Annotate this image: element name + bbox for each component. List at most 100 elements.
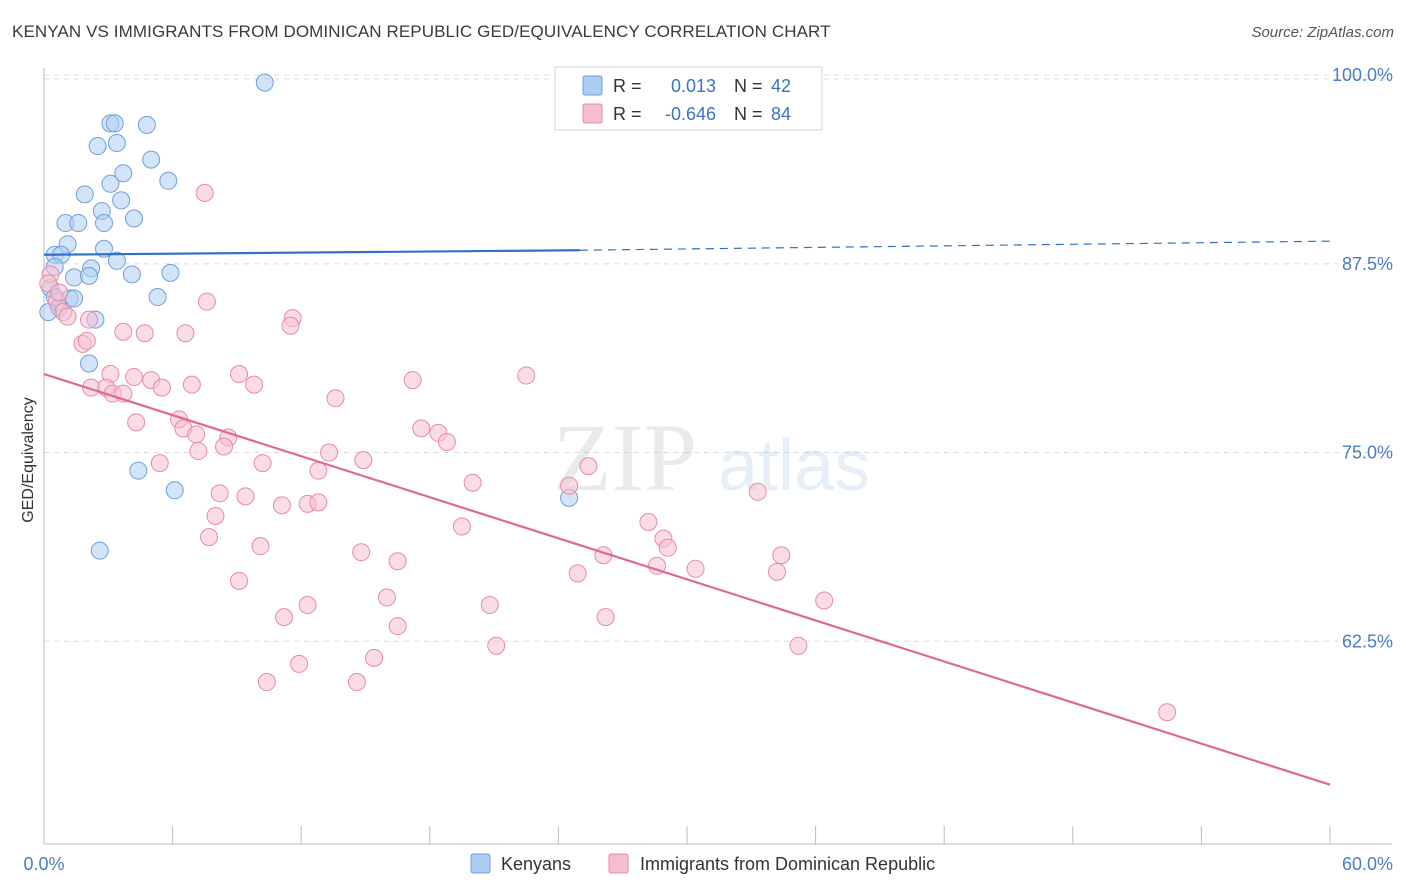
dominican-series bbox=[39, 183, 1177, 722]
legend-label-kenyans: Kenyans bbox=[501, 854, 571, 874]
dominican-point bbox=[1158, 703, 1177, 722]
axes bbox=[43, 68, 1392, 845]
dominican-point bbox=[789, 636, 808, 655]
x-axis-tick-labels: 0.0% 60.0% bbox=[23, 854, 1393, 874]
dominican-point bbox=[772, 546, 791, 565]
dominican-point bbox=[245, 375, 264, 394]
dominican-point bbox=[560, 476, 579, 495]
dominican-point bbox=[388, 617, 407, 636]
stats-n-value-1: 42 bbox=[771, 76, 791, 96]
dominican-point bbox=[579, 457, 598, 476]
kenyan-point bbox=[122, 265, 141, 284]
dominican-point bbox=[215, 437, 234, 456]
dominican-point bbox=[77, 331, 96, 350]
kenyan-point bbox=[114, 164, 133, 183]
dominican-point bbox=[452, 517, 471, 536]
dominican-point bbox=[388, 552, 407, 571]
dominican-point bbox=[230, 365, 249, 384]
dominican-trendline bbox=[43, 372, 1331, 786]
kenyan-point bbox=[165, 481, 184, 500]
dominican-point bbox=[403, 371, 422, 390]
y-tick-label: 100.0% bbox=[1332, 65, 1393, 85]
dominican-point bbox=[352, 543, 371, 562]
watermark-zip: ZIP bbox=[553, 404, 697, 511]
dominican-point bbox=[487, 636, 506, 655]
dominican-point bbox=[568, 564, 587, 583]
dominican-point bbox=[748, 482, 767, 501]
dominican-point bbox=[114, 322, 133, 341]
gridlines bbox=[44, 74, 1392, 642]
stats-legend: R = 0.013 N = 42 R = -0.646 N = 84 bbox=[554, 66, 823, 131]
stats-r-value-1: 0.013 bbox=[671, 76, 716, 96]
x-tick-label-max: 60.0% bbox=[1342, 854, 1393, 874]
kenyan-point bbox=[107, 134, 126, 153]
dominican-point bbox=[275, 608, 294, 627]
kenyan-point bbox=[161, 263, 180, 282]
y-axis-tick-labels: 100.0% 87.5% 75.0% 62.5% bbox=[1332, 65, 1393, 651]
dominican-point bbox=[182, 375, 201, 394]
dominican-point bbox=[815, 591, 834, 610]
dominican-point bbox=[686, 559, 705, 578]
dominican-point bbox=[309, 493, 328, 512]
kenyan-point bbox=[129, 461, 148, 480]
stats-n-label-2: N = bbox=[734, 104, 763, 124]
dominican-point bbox=[127, 413, 146, 432]
dominican-point bbox=[377, 588, 396, 607]
dominican-point bbox=[152, 378, 171, 397]
stats-n-label-1: N = bbox=[734, 76, 763, 96]
dominican-point bbox=[412, 419, 431, 438]
dominican-point bbox=[125, 368, 144, 387]
stats-n-value-2: 84 bbox=[771, 104, 791, 124]
y-axis-label: GED/Equivalency bbox=[20, 397, 37, 522]
kenyan-point bbox=[95, 214, 114, 233]
dominican-point bbox=[150, 454, 169, 473]
kenyan-point bbox=[88, 137, 107, 156]
kenyan-point bbox=[142, 150, 161, 169]
kenyan-point bbox=[159, 171, 178, 190]
source-label: Source: ZipAtlas.com bbox=[1251, 24, 1394, 41]
kenyan-point bbox=[65, 289, 84, 308]
dominican-point bbox=[189, 442, 208, 461]
watermark-atlas: atlas bbox=[718, 426, 870, 506]
stats-r-label-1: R = bbox=[613, 76, 642, 96]
kenyan-point bbox=[65, 268, 84, 287]
dominican-point bbox=[596, 608, 615, 627]
dominican-point bbox=[298, 596, 317, 615]
kenyan-point bbox=[101, 174, 120, 193]
dominican-point bbox=[290, 654, 309, 673]
kenyan-point bbox=[137, 115, 156, 134]
dominican-point bbox=[437, 432, 456, 451]
y-tick-label: 87.5% bbox=[1342, 254, 1393, 274]
stats-legend-swatch-dominican bbox=[582, 103, 603, 124]
dominican-point bbox=[639, 513, 658, 531]
legend-swatch-kenyans bbox=[470, 853, 491, 874]
kenyan-point bbox=[125, 209, 144, 228]
dominican-point bbox=[206, 506, 225, 525]
dominican-point bbox=[230, 571, 249, 590]
watermark: ZIP atlas bbox=[553, 404, 870, 511]
dominican-point bbox=[50, 283, 69, 302]
kenyan-point bbox=[69, 214, 88, 233]
dominican-point bbox=[210, 484, 229, 503]
dominican-point bbox=[135, 324, 154, 343]
trendlines bbox=[43, 240, 1331, 786]
kenyans-series bbox=[39, 73, 585, 560]
y-tick-label: 75.0% bbox=[1342, 443, 1393, 463]
kenyan-point bbox=[75, 185, 94, 204]
dominican-point bbox=[365, 648, 384, 667]
dominican-point bbox=[257, 673, 276, 692]
dominican-point bbox=[176, 324, 195, 343]
kenyan-point bbox=[80, 266, 99, 285]
kenyan-point bbox=[80, 354, 99, 373]
dominican-point bbox=[187, 425, 206, 444]
series-legend: Kenyans Immigrants from Dominican Republ… bbox=[470, 853, 935, 874]
dominican-point bbox=[253, 454, 272, 473]
kenyans-trendline bbox=[43, 249, 580, 256]
stats-r-value-2: -0.646 bbox=[665, 104, 716, 124]
dominican-point bbox=[658, 538, 677, 557]
dominican-point bbox=[197, 292, 216, 311]
stats-r-label-2: R = bbox=[613, 104, 642, 124]
y-tick-label: 62.5% bbox=[1342, 631, 1393, 651]
kenyan-point bbox=[107, 251, 126, 270]
dominican-point bbox=[272, 496, 291, 515]
